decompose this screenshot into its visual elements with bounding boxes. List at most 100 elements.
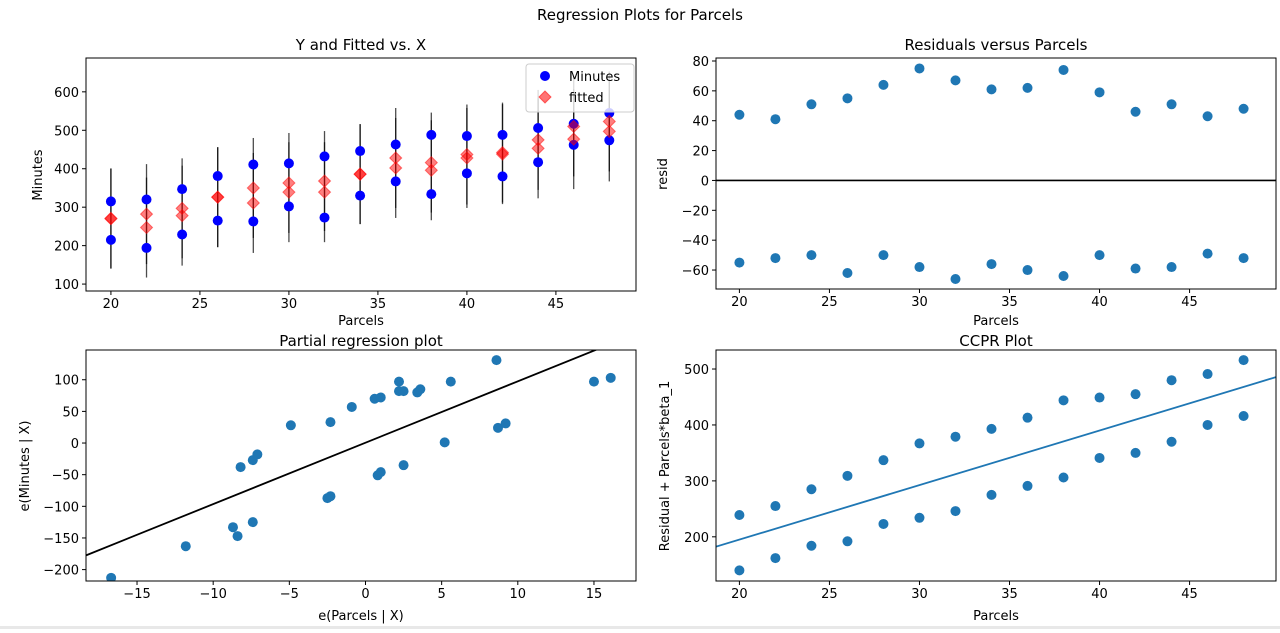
minutes-point [177, 229, 188, 240]
data-point [878, 250, 889, 261]
y-tick-label: 400 [54, 163, 79, 178]
data-point [734, 109, 745, 120]
data-point [398, 460, 409, 471]
x-axis-label: Parcels [338, 314, 384, 329]
data-point [1166, 99, 1177, 110]
panel-partial-regression: Partial regression plot e(Parcels | X) e… [18, 332, 637, 624]
y-tick-label: 100 [54, 374, 79, 389]
minutes-point [248, 159, 259, 170]
y-tick-label: −150 [43, 532, 79, 547]
panel-title: Residuals versus Parcels [905, 36, 1088, 54]
data-point [1238, 103, 1249, 114]
axes-frame [715, 349, 1277, 582]
panel-title: Partial regression plot [279, 332, 443, 350]
data-point [252, 449, 263, 460]
fitted-point [175, 208, 189, 223]
minutes-point [355, 190, 366, 201]
fitted-point [139, 207, 154, 221]
minutes-point [426, 189, 437, 200]
minutes-point [390, 176, 401, 187]
x-tick-label: 15 [586, 587, 603, 602]
fitted-point [317, 185, 332, 199]
data-point [285, 420, 296, 431]
minutes-point [105, 196, 116, 207]
data-point [1058, 271, 1069, 282]
data-point [914, 438, 925, 449]
data-point [1022, 412, 1033, 423]
data-point [588, 376, 599, 387]
data-point [734, 510, 745, 520]
fitted-point [282, 185, 296, 199]
legend-minutes-label: Minutes [569, 70, 620, 85]
data-point [235, 462, 246, 473]
data-point [1130, 106, 1141, 117]
data-point [325, 491, 336, 502]
data-point [445, 376, 456, 387]
y-tick-label: −20 [682, 204, 709, 219]
data-point [950, 273, 961, 284]
panel-residuals-vs-parcels: Residuals versus Parcels Parcels resid 2… [656, 36, 1277, 329]
y-tick-label: 0 [71, 437, 79, 452]
data-point [1166, 436, 1177, 447]
data-point [375, 467, 386, 478]
x-tick-label: 5 [438, 587, 446, 602]
minutes-point [319, 151, 330, 162]
fitted-point [424, 163, 439, 177]
data-point [180, 541, 191, 552]
fitted-point [104, 212, 118, 226]
data-point [806, 99, 817, 110]
data-point [1130, 263, 1141, 274]
y-axis-label: Residual + Parcels*beta_1 [658, 381, 673, 551]
data-point [1022, 480, 1033, 491]
data-point [986, 489, 997, 500]
legend-fitted-label: fitted [569, 91, 604, 106]
data-point [1202, 419, 1213, 430]
data-point [491, 355, 502, 366]
minutes-point [319, 212, 330, 223]
window-bottom-edge [0, 626, 1280, 629]
y-tick-label: 300 [684, 475, 709, 490]
y-tick-label: 300 [54, 201, 79, 216]
minutes-point [212, 215, 223, 226]
minutes-point [533, 122, 544, 133]
data-point [325, 417, 336, 428]
x-tick-label: 25 [821, 295, 838, 310]
y-tick-label: 60 [692, 85, 709, 100]
plot-area [86, 350, 616, 581]
plot-area [716, 63, 1276, 284]
minutes-point [248, 216, 259, 227]
data-point [439, 437, 450, 448]
x-tick-label: 45 [1181, 587, 1198, 602]
fit-line [716, 376, 1276, 548]
data-point [914, 63, 925, 74]
panel-y-fitted-vs-x: Y and Fitted vs. X Parcels Minutes 20 25 3… [31, 36, 637, 329]
y-tick-label: −100 [43, 500, 79, 515]
minutes-point [105, 234, 116, 245]
minutes-point [426, 129, 437, 140]
data-point [106, 572, 117, 581]
y-tick-label: −40 [682, 234, 709, 249]
y-tick-label: 80 [692, 55, 709, 70]
fitted-point [389, 161, 403, 175]
x-tick-label: 20 [731, 295, 748, 310]
plot-area [716, 355, 1276, 576]
minutes-point [533, 157, 544, 168]
axes-frame [85, 349, 637, 582]
data-point [842, 268, 853, 279]
fit-line [86, 350, 598, 557]
minutes-point [141, 194, 152, 205]
minutes-point [604, 135, 615, 146]
y-tick-label: 0 [701, 174, 709, 189]
x-axis-label: Parcels [973, 609, 1019, 624]
data-point [232, 531, 243, 542]
y-tick-label: 20 [692, 145, 709, 160]
data-point [878, 79, 889, 90]
data-point [842, 470, 853, 481]
figure-title: Regression Plots for Parcels [537, 6, 743, 24]
data-point [394, 376, 405, 387]
y-tick-label: 200 [54, 240, 79, 255]
data-point [1130, 389, 1141, 400]
minutes-point [497, 129, 508, 140]
data-point [1238, 411, 1249, 421]
x-tick-label: 35 [1001, 295, 1018, 310]
